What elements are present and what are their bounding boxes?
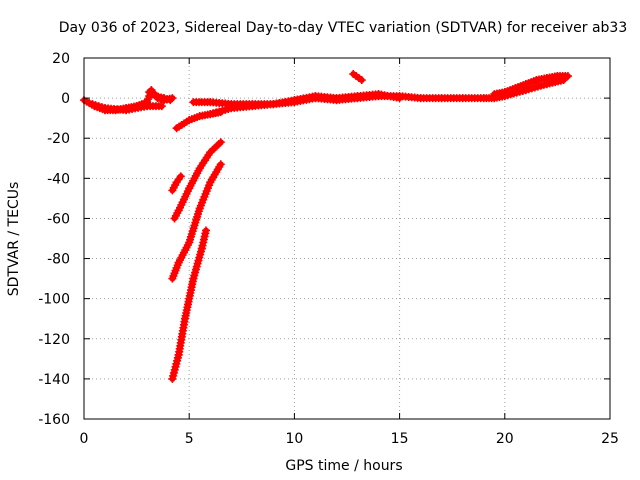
x-axis-title: GPS time / hours [285, 458, 402, 474]
data-point [157, 102, 166, 111]
y-tick-label: -60 [47, 211, 70, 227]
data-point [176, 172, 185, 181]
data-point [216, 138, 225, 147]
grid-layer [84, 58, 610, 419]
y-tick-label: 20 [52, 51, 70, 67]
y-tick-label: -80 [47, 252, 70, 268]
data-point [395, 94, 404, 103]
y-tick-label: -40 [47, 171, 70, 187]
data-layer [80, 70, 572, 383]
x-tick-label: 15 [391, 431, 409, 447]
y-tick-label: -20 [47, 131, 70, 147]
y-tick-label: -160 [38, 412, 70, 428]
x-tick-label: 5 [185, 431, 194, 447]
tick-layer: 0 5 10 15 20 25 20 0 -20 -40 -60 -80 -100 -120 -140 -16… [38, 51, 619, 447]
data-point [166, 96, 175, 105]
series-line [350, 71, 365, 84]
series-arc-6 [206, 90, 404, 119]
y-axis-title: SDTVAR / TECUs [6, 182, 22, 297]
y-tick-label: -140 [38, 372, 70, 388]
series-arc-10 [168, 172, 185, 195]
data-point [216, 160, 225, 169]
series-arc-11 [170, 138, 225, 223]
x-tick-label: 0 [80, 431, 89, 447]
y-tick-label: -100 [38, 292, 70, 308]
x-tick-label: 20 [496, 431, 514, 447]
data-point [559, 76, 568, 85]
y-tick-label: -120 [38, 332, 70, 348]
series-arc-12 [168, 160, 225, 283]
series-arc-9 [490, 76, 568, 103]
y-tick-label: 0 [61, 91, 70, 107]
series-arc-7 [349, 70, 366, 85]
series-arc-13 [168, 226, 211, 383]
series-arc-2 [88, 100, 166, 115]
series-arc-3 [145, 88, 175, 105]
data-point [357, 76, 366, 85]
x-tick-label: 10 [285, 431, 303, 447]
data-point [202, 226, 211, 235]
data-point [563, 72, 572, 81]
plot-frame [83, 57, 611, 420]
x-tick-label: 25 [601, 431, 619, 447]
chart-title: Day 036 of 2023, Sidereal Day-to-day VTE… [59, 20, 628, 36]
